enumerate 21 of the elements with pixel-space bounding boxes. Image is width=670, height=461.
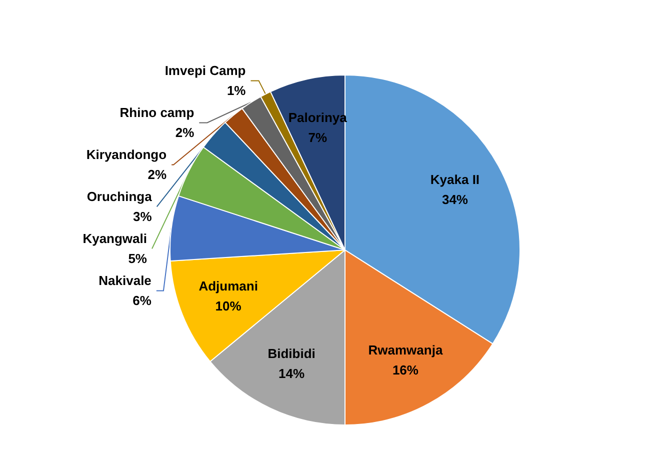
slice-label: Bidibidi bbox=[268, 346, 316, 362]
data-label: 6% bbox=[132, 293, 152, 308]
slice-label: Rwamwanja bbox=[368, 342, 444, 358]
data-label: 1% bbox=[226, 83, 246, 98]
data-label: 5% bbox=[128, 251, 148, 266]
data-label: 34% bbox=[442, 192, 468, 208]
data-label: 2% bbox=[175, 125, 195, 140]
slice-label: Kyangwali bbox=[82, 231, 148, 246]
slice-label: Kyaka II bbox=[430, 172, 480, 188]
slice-label: Rhino camp bbox=[120, 105, 194, 120]
data-label: 10% bbox=[215, 298, 242, 314]
slice-label: Kiryandongo bbox=[86, 147, 167, 162]
data-label: 3% bbox=[133, 209, 152, 224]
data-label: 2% bbox=[148, 167, 167, 182]
slice-label: Oruchinga bbox=[86, 189, 153, 204]
data-label: 16% bbox=[392, 362, 419, 378]
slice-label: Imvepi Camp bbox=[164, 63, 246, 78]
data-label: 7% bbox=[308, 130, 328, 146]
slice-label: Adjumani bbox=[198, 278, 258, 294]
data-label: 14% bbox=[278, 366, 306, 382]
slice-label: Nakivale bbox=[98, 273, 152, 288]
